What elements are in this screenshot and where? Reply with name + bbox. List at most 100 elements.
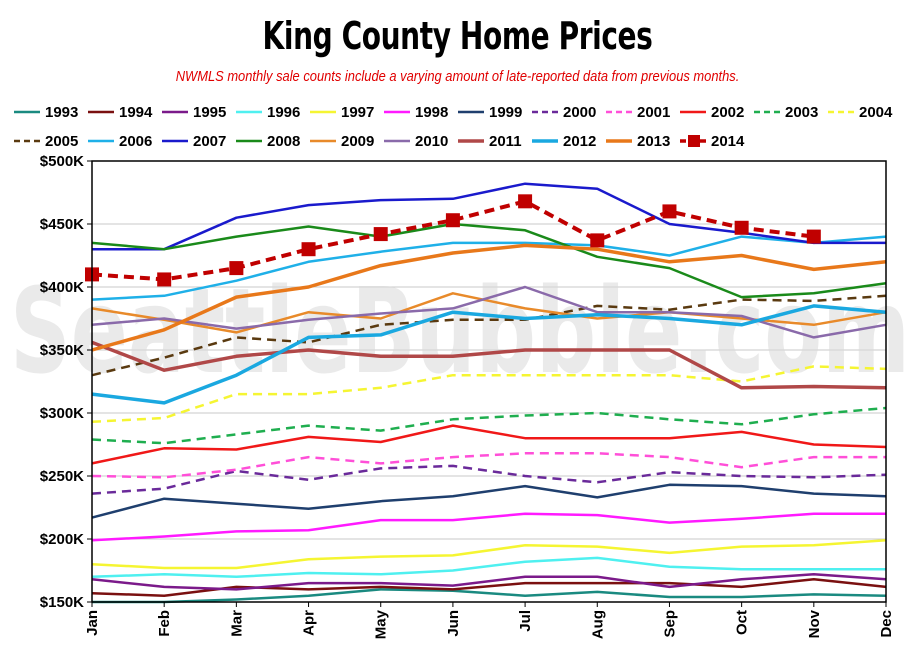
data-point-2014-Apr [301,242,316,257]
y-tick-label: $400K [40,279,84,296]
legend-item-2011: 2011 [458,133,522,150]
legend-item-2002: 2002 [680,104,744,121]
series-line-2014 [91,199,815,282]
series-line-2005 [91,294,887,377]
plot-border [91,160,887,603]
series-line-1997 [91,539,887,570]
y-tick-label: $200K [40,531,84,548]
series-line-1998 [91,512,886,542]
data-point-2014-Jun [445,213,460,228]
x-axis: Jan Feb Mar Apr May Jun Jul Aug Sep Oct Nov Dec [84,602,895,639]
x-tick-label: Sep [661,610,678,638]
legend-label-2000: 2000 [563,104,596,121]
data-point-2014-May [373,227,388,242]
legend-item-2004: 2004 [828,104,893,121]
data-point-2014-Oct [734,220,749,235]
data-point-2014-Nov [806,229,821,244]
legend-item-2005: 2005 [14,133,78,150]
x-tick-label: Jun [445,610,462,637]
legend-marker-2014 [688,135,700,147]
legend-item-1998: 1998 [384,104,448,121]
series-line-2003 [91,406,887,445]
x-tick-label: Mar [228,610,245,637]
legend-label-2002: 2002 [711,104,744,121]
legend-item-2010: 2010 [384,133,448,150]
x-tick-label: Jul [517,610,534,632]
legend-item-1997: 1997 [310,104,374,121]
legend-item-1994: 1994 [88,104,153,121]
series-line-2012 [91,304,887,405]
chart-subtitle: NWMLS monthly sale counts include a vary… [175,68,740,85]
legend: 1993 1994 1995 1996 1997 1998 1999 2000 2001 2002… [14,104,893,150]
legend-label-2004: 2004 [859,104,893,121]
legend-label-2011: 2011 [489,133,522,150]
plot-frame [91,160,887,603]
x-tick-label: May [373,609,390,639]
x-tick-label: Nov [806,609,823,638]
y-tick-label: $450K [40,216,84,233]
legend-label-2006: 2006 [119,133,152,150]
data-point-2014-Feb [157,272,172,287]
x-tick-label: Feb [156,610,173,637]
legend-label-2008: 2008 [267,133,300,150]
series-line-1995 [91,573,887,591]
chart-title: King County Home Prices [262,14,653,58]
series-line-2008 [91,222,887,299]
x-tick-label: Aug [589,610,606,639]
series-line-2001 [91,452,886,479]
legend-label-1994: 1994 [119,104,153,121]
legend-item-2013: 2013 [606,133,670,150]
legend-item-1999: 1999 [458,104,522,121]
y-tick-label: $150K [40,594,84,611]
series-line-1999 [91,483,887,519]
legend-label-1998: 1998 [415,104,448,121]
y-axis: $150K $200K $250K $300K $350K $400K $450K $500K [40,153,92,611]
data-point-2014-Mar [229,261,244,276]
legend-item-2006: 2006 [88,133,152,150]
x-tick-label: Jan [84,610,101,636]
series-line-2000 [91,464,887,495]
data-point-2014-Sep [662,204,677,219]
y-tick-label: $250K [40,468,84,485]
legend-item-2000: 2000 [532,104,596,121]
legend-item-2001: 2001 [606,104,670,121]
legend-label-2005: 2005 [45,133,78,150]
legend-label-2013: 2013 [637,133,670,150]
legend-item-1993: 1993 [14,104,78,121]
legend-item-2007: 2007 [162,133,226,150]
y-tick-label: $300K [40,405,84,422]
data-point-2014-Aug [590,233,605,248]
legend-item-2009: 2009 [310,133,374,150]
series-line-2004 [91,365,887,424]
series-line-2013 [91,243,887,352]
y-tick-label: $350K [40,342,84,359]
series-line-2006 [91,235,887,301]
legend-label-2010: 2010 [415,133,448,150]
legend-label-1997: 1997 [341,104,374,121]
legend-label-2007: 2007 [193,133,226,150]
watermark: SeattleBubble.com [10,262,910,400]
data-point-2014-Jul [518,194,533,209]
legend-label-1996: 1996 [267,104,300,121]
legend-item-1995: 1995 [162,104,226,121]
legend-item-2003: 2003 [754,104,818,121]
legend-item-2014: 2014 [680,133,745,150]
series-line-1996 [91,556,886,579]
legend-label-2001: 2001 [637,104,670,121]
legend-item-1996: 1996 [236,104,300,121]
legend-item-2008: 2008 [236,133,300,150]
legend-label-1993: 1993 [45,104,78,121]
y-tick-label: $500K [40,153,84,170]
legend-label-1999: 1999 [489,104,522,121]
series-line-1993 [92,588,887,604]
series-layer [85,182,887,604]
legend-label-2009: 2009 [341,133,374,150]
series-line-2011 [91,340,887,390]
x-tick-label: Apr [301,610,318,636]
legend-item-2012: 2012 [532,133,596,150]
legend-label-2012: 2012 [563,133,596,150]
series-line-2002 [91,424,887,465]
legend-label-2003: 2003 [785,104,818,121]
x-tick-label: Dec [878,610,895,638]
